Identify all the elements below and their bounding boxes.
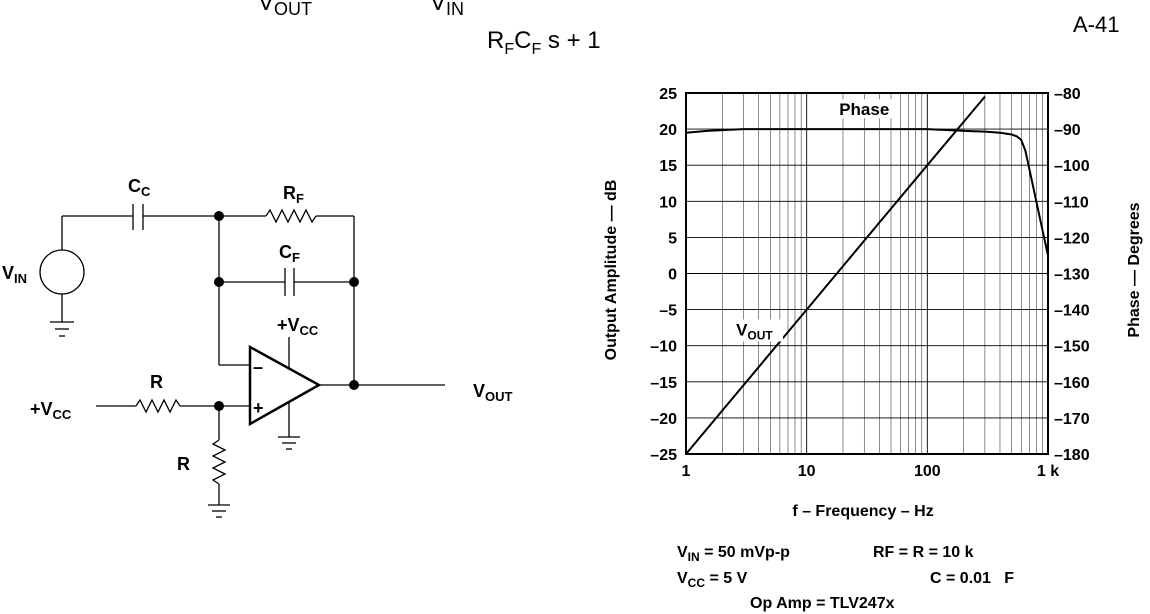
chart-series (685, 95, 1049, 455)
ground-symbol-vin (50, 321, 74, 337)
x-axis-title: f – Frequency – Hz (792, 503, 933, 520)
y-left-tick-label: 20 (659, 122, 677, 139)
series-line-vout (685, 95, 986, 455)
junction-node (349, 380, 359, 390)
transfer-equation: VOUT VIN RFCF s + 1 A-41 (258, 0, 1119, 58)
phase-label-background (834, 99, 895, 119)
y-right-axis-title: Phase — Degrees (1126, 202, 1143, 337)
condition-opamp: Op Amp = TLV247x (750, 595, 895, 612)
vcc-top-label: +VCC (277, 315, 319, 338)
condition-vin: VIN = 50 mVp-p (677, 544, 790, 564)
y-left-tick-label: 0 (668, 267, 677, 284)
chart-grid (686, 92, 1048, 455)
y-left-tick-label: –15 (650, 375, 677, 392)
series-line-phase (685, 128, 1049, 256)
x-tick-label: 1 (682, 463, 691, 480)
y-left-tick-labels: 25 20 15 10 5 0 –5 –10 –15 –20 –25 (650, 86, 677, 464)
circuit-schematic: VIN CC RF CF – + +VCC (2, 176, 513, 518)
test-conditions: VIN = 50 mVp-p RF = R = 10 k VCC = 5 V C… (677, 544, 1014, 612)
r-bottom-resistor-symbol (211, 439, 227, 485)
vin-source-symbol (39, 249, 85, 295)
cc-label: CC (128, 176, 151, 199)
y-left-tick-label: –10 (650, 339, 677, 356)
y-right-tick-label: –180 (1054, 447, 1090, 464)
y-left-axis-title: Output Amplitude — dB (603, 180, 620, 361)
rf-resistor-symbol (265, 208, 317, 224)
frequency-response-chart: 1 10 100 1 k 25 20 15 10 5 0 –5 –10 –15 –20 –25 –80 –9… (603, 86, 1143, 520)
r-bottom-label: R (177, 454, 190, 474)
vout-label: VOUT (473, 381, 513, 404)
y-right-tick-label: –100 (1054, 158, 1090, 175)
y-left-tick-label: –20 (650, 411, 677, 428)
y-right-tick-label: –140 (1054, 303, 1090, 320)
y-left-tick-label: 10 (659, 194, 677, 211)
y-left-tick-label: –25 (650, 447, 677, 464)
eq-vin-symbol: VIN (430, 0, 464, 19)
cf-label: CF (279, 242, 300, 265)
condition-vcc: VCC = 5 V (677, 570, 748, 590)
x-tick-labels: 1 10 100 1 k (682, 463, 1060, 480)
x-tick-label: 10 (798, 463, 816, 480)
equation-number: A-41 (1073, 12, 1119, 37)
y-right-tick-label: –160 (1054, 375, 1090, 392)
y-right-tick-label: –120 (1054, 230, 1090, 247)
noninverting-input-label: + (253, 398, 264, 418)
y-right-tick-labels: –80 –90 –100 –110 –120 –130 –140 –150 –160 –170 –1… (1054, 86, 1090, 464)
y-right-tick-label: –130 (1054, 267, 1090, 284)
y-left-tick-label: 25 (659, 86, 677, 103)
inverting-input-label: – (253, 357, 263, 377)
y-right-tick-label: –90 (1054, 122, 1081, 139)
vout-label-background (733, 319, 784, 342)
vin-label: VIN (2, 263, 27, 286)
y-right-tick-label: –150 (1054, 339, 1090, 356)
cc-capacitor-symbol (132, 204, 144, 230)
plot-frame (685, 92, 1049, 455)
phase-series-label: Phase (839, 100, 889, 119)
x-tick-label: 1 k (1037, 463, 1059, 480)
eq-denominator: RFCF s + 1 (487, 27, 601, 58)
ground-symbol-opamp (278, 436, 300, 450)
op-amp-symbol (248, 344, 322, 427)
rf-label: RF (283, 183, 304, 206)
r-top-resistor-symbol (135, 398, 181, 414)
condition-rf: RF = R = 10 k (873, 544, 974, 561)
y-right-tick-label: –170 (1054, 411, 1090, 428)
y-left-tick-label: 5 (668, 230, 677, 247)
cf-capacitor-symbol (284, 268, 295, 296)
vcc-left-label: +VCC (30, 399, 72, 422)
eq-vout-symbol: VOUT (258, 0, 312, 19)
y-right-tick-label: –80 (1054, 86, 1081, 103)
r-top-label: R (150, 372, 163, 392)
ground-symbol-divider (208, 504, 230, 518)
x-tick-label: 100 (914, 463, 941, 480)
y-right-tick-label: –110 (1054, 194, 1089, 211)
y-left-tick-label: –5 (659, 303, 677, 320)
vout-series-label: VOUT (736, 320, 773, 342)
condition-c: C = 0.01 F (930, 570, 1014, 587)
y-left-tick-label: 15 (659, 158, 677, 175)
